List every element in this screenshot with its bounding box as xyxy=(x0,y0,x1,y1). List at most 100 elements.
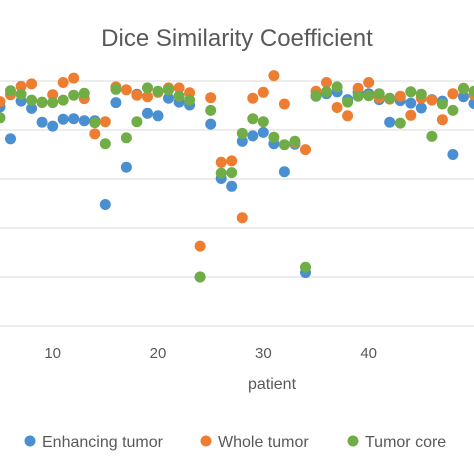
legend-label: Enhancing tumor xyxy=(42,434,164,451)
data-point xyxy=(247,113,259,125)
data-points xyxy=(0,70,474,283)
data-point xyxy=(15,80,27,92)
data-point xyxy=(278,139,290,151)
data-point xyxy=(384,116,396,128)
data-point xyxy=(47,120,59,132)
data-point xyxy=(384,92,396,104)
data-point xyxy=(226,180,238,192)
data-point xyxy=(194,240,206,252)
data-point xyxy=(205,118,217,130)
data-point xyxy=(331,102,343,113)
data-point xyxy=(363,77,375,88)
data-point xyxy=(0,112,6,124)
data-point xyxy=(152,110,164,122)
data-point xyxy=(247,130,259,142)
data-point xyxy=(226,155,238,167)
legend-label: Tumor core xyxy=(365,434,446,451)
data-point xyxy=(194,271,206,283)
data-point xyxy=(110,83,122,95)
data-point xyxy=(468,85,474,97)
data-point xyxy=(215,156,227,168)
data-point xyxy=(5,85,16,97)
data-point xyxy=(426,94,438,106)
data-point xyxy=(426,130,438,142)
x-tick-label: 10 xyxy=(44,345,61,362)
data-point xyxy=(89,128,101,140)
data-point xyxy=(78,115,90,127)
data-point xyxy=(57,77,69,88)
data-point xyxy=(458,83,469,95)
data-point xyxy=(184,94,196,106)
data-point xyxy=(278,166,290,178)
x-axis-label: patient xyxy=(248,376,297,393)
data-point xyxy=(468,98,474,109)
data-point xyxy=(163,84,174,96)
data-point xyxy=(236,127,248,139)
x-tick-label: 20 xyxy=(150,345,167,362)
series-enhancing-tumor xyxy=(0,86,474,283)
legend-marker xyxy=(347,435,359,447)
data-point xyxy=(89,117,101,129)
data-point xyxy=(278,98,290,110)
data-point xyxy=(310,90,322,102)
data-point xyxy=(163,92,174,104)
legend-marker xyxy=(200,435,212,447)
data-point xyxy=(26,94,38,106)
data-point xyxy=(394,90,406,102)
legend: Enhancing tumor Whole tumor Tumor core xyxy=(24,434,446,451)
data-point xyxy=(120,132,132,144)
data-point xyxy=(363,90,375,102)
data-point xyxy=(142,107,153,119)
data-point xyxy=(342,110,354,122)
data-point xyxy=(0,96,6,108)
data-point xyxy=(15,88,27,100)
data-point xyxy=(268,131,280,143)
chart-title: Dice Similarity Coefficient xyxy=(101,25,373,52)
data-point xyxy=(236,135,248,147)
data-point xyxy=(226,167,238,179)
data-point xyxy=(415,88,427,100)
data-point xyxy=(152,85,164,97)
data-point xyxy=(447,104,459,116)
data-point xyxy=(373,88,385,100)
data-point xyxy=(300,144,311,156)
data-point xyxy=(36,96,48,108)
data-point xyxy=(405,86,417,98)
data-point xyxy=(205,92,217,104)
data-point xyxy=(47,89,59,101)
data-point xyxy=(131,89,143,101)
data-point xyxy=(68,72,80,84)
data-point xyxy=(352,82,364,94)
data-point xyxy=(257,116,269,128)
legend-marker xyxy=(24,435,36,447)
data-point xyxy=(142,91,153,103)
data-point xyxy=(110,97,122,109)
data-point xyxy=(215,167,227,179)
data-point xyxy=(436,98,448,110)
data-point xyxy=(257,86,269,98)
data-point xyxy=(247,92,259,104)
data-point xyxy=(342,96,354,108)
data-point xyxy=(352,90,364,102)
x-tick-labels: 10 20 30 40 xyxy=(44,345,377,362)
grid-lines xyxy=(0,80,474,327)
data-point xyxy=(331,81,343,93)
data-point xyxy=(321,77,332,88)
data-point xyxy=(405,109,417,121)
data-point xyxy=(5,133,16,145)
data-point xyxy=(394,117,406,129)
data-point xyxy=(57,94,69,106)
data-point xyxy=(173,90,185,102)
data-point xyxy=(447,149,459,160)
data-point xyxy=(120,161,132,173)
data-point xyxy=(289,135,301,147)
data-point xyxy=(173,82,185,94)
data-point xyxy=(300,261,311,273)
data-point xyxy=(99,138,111,150)
data-point xyxy=(268,70,280,82)
data-point xyxy=(57,113,69,125)
data-point xyxy=(68,89,80,101)
data-point xyxy=(458,91,469,103)
data-point xyxy=(36,116,48,128)
